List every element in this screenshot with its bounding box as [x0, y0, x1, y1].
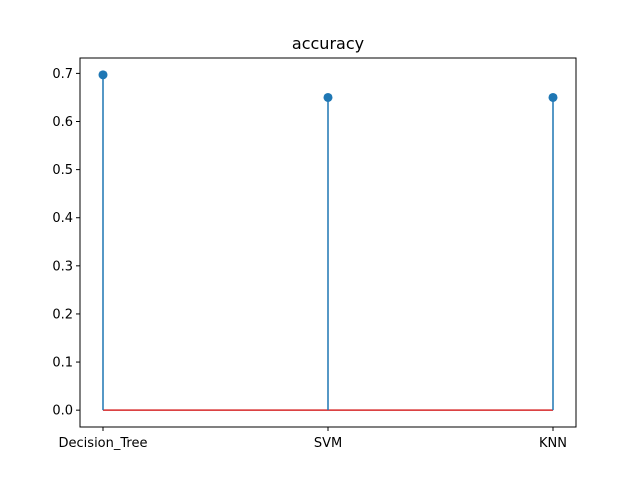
- y-tick-label: 0.1: [52, 356, 73, 371]
- stem-marker-decision-tree: [98, 70, 108, 80]
- y-tick-label: 0.2: [52, 307, 73, 322]
- stem-marker-knn: [548, 92, 558, 102]
- y-tick-label: 0.3: [52, 259, 73, 274]
- y-tick-label: 0.4: [52, 211, 73, 226]
- x-tick-label: Decision_Tree: [59, 436, 148, 451]
- y-tick-label: 0.5: [52, 163, 73, 178]
- axes: 0.0 0.1 0.2 0.3 0.4 0.5 0.6 0.7 Decision_Tree SVM…: [52, 57, 577, 451]
- y-tick-label: 0.7: [52, 67, 73, 82]
- chart-title: accuracy: [292, 34, 364, 53]
- stem-marker-svm: [323, 92, 333, 102]
- x-tick-label: KNN: [539, 436, 567, 451]
- y-tick-label: 0.6: [52, 115, 73, 130]
- plot-area: [98, 70, 558, 411]
- x-tick-label: SVM: [314, 436, 342, 451]
- y-tick-label: 0.0: [52, 404, 73, 419]
